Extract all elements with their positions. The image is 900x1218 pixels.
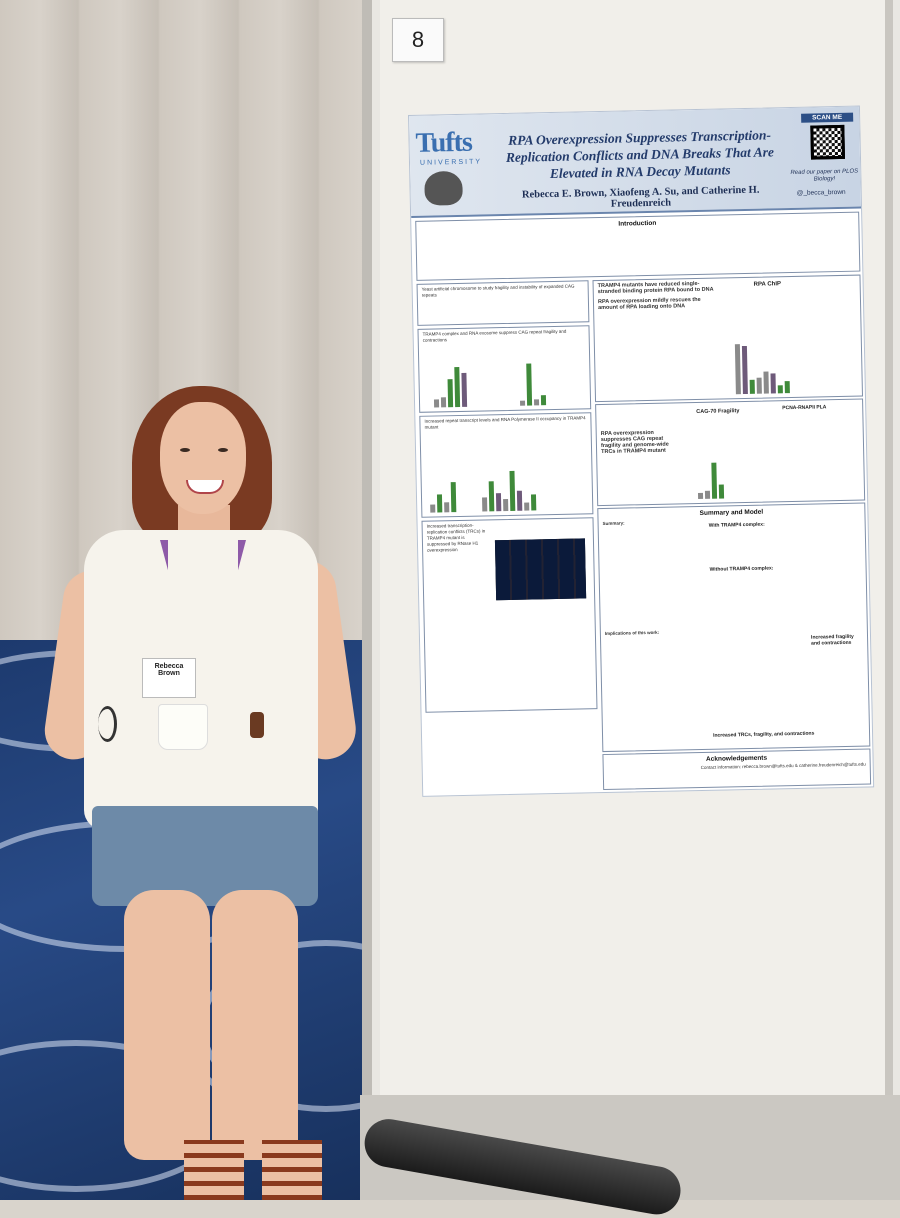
- left-eye: [180, 448, 190, 452]
- rpa-chip-section: TRAMP4 mutants have reduced single-stran…: [592, 274, 863, 403]
- name-badge: Rebecca Brown: [142, 658, 196, 698]
- wrist-watch: [250, 712, 264, 738]
- rpa-chip-bars: [734, 343, 790, 395]
- badge-name: Rebecca Brown: [154, 663, 184, 677]
- poster-header: Tufts UNIVERSITY RPA Overexpression Supp…: [409, 106, 862, 218]
- research-poster: Tufts UNIVERSITY RPA Overexpression Supp…: [408, 105, 875, 797]
- tramp-exosome-section: TRAMP4 complex and RNA exosome suppress …: [417, 325, 592, 413]
- yac-text: Yeast artificial chromosome to study fra…: [421, 283, 575, 298]
- right-leg: [212, 890, 298, 1160]
- summary-section: Summary and Model Summary: Implications …: [597, 502, 871, 753]
- elephant-mascot-icon: [424, 170, 463, 206]
- transcript-bars: [430, 482, 457, 513]
- yac-section: Yeast artificial chromosome to study fra…: [416, 280, 590, 326]
- right-sandal: [262, 1140, 322, 1200]
- poster-authors: Rebecca E. Brown, Xiaofeng A. Su, and Ca…: [521, 184, 760, 210]
- qr-code-icon: [810, 124, 846, 160]
- summary-heading: Summary and Model: [699, 508, 764, 517]
- rnapii-chip-bars: [481, 470, 537, 512]
- qr-block: SCAN ME: [801, 112, 854, 174]
- outcome-label: Increased fragility and contractions: [810, 633, 854, 647]
- rpa-frag-text: RPA overexpression suppresses CAG repeat…: [600, 429, 669, 456]
- coffee-mug: [158, 704, 208, 750]
- bracelet: [98, 706, 117, 742]
- trc-text: Increased transcription-replication conf…: [426, 522, 486, 553]
- transcript-text: Increased repeat transcript levels and R…: [424, 415, 586, 430]
- intro-heading: Introduction: [618, 219, 657, 228]
- implications-heading: Implications of this work:: [604, 629, 660, 636]
- microscopy-grid: [494, 538, 587, 601]
- rpa-chip-title: RPA ChIP: [753, 281, 782, 288]
- rpa-fragility-section: RPA overexpression suppresses CAG repeat…: [595, 398, 866, 507]
- bottom-outcome-label: Increased TRCs, fragility, and contracti…: [713, 730, 815, 739]
- summary-sub: Summary:: [602, 520, 625, 527]
- trc-section: Increased transcription-replication conf…: [421, 517, 598, 713]
- left-sandal: [184, 1140, 244, 1200]
- with-tramp-label: With TRAMP4 complex:: [708, 521, 765, 529]
- face: [160, 402, 246, 514]
- tufts-logo: Tufts: [415, 126, 473, 159]
- intro-section: Introduction: [415, 211, 861, 281]
- scan-note: Read our paper on PLOS Biology!: [790, 168, 859, 183]
- ack-section: Acknowledgements Contact information: re…: [602, 748, 872, 791]
- white-blouse: [84, 530, 318, 830]
- fragility-bars: [433, 366, 468, 408]
- left-leg: [124, 890, 210, 1160]
- scan-label: SCAN ME: [801, 112, 854, 123]
- pla-title: PCNA-RNAPII PLA: [782, 404, 827, 412]
- booth-number-card: 8: [392, 18, 444, 62]
- cag70-title: CAG-70 Fragility: [696, 408, 740, 416]
- twitter-handle: @_becca_brown: [796, 188, 846, 197]
- right-eye: [218, 448, 228, 452]
- tramp-exosome-text: TRAMP4 complex and RNA exosome suppress …: [422, 328, 567, 343]
- transcript-section: Increased repeat transcript levels and R…: [419, 412, 594, 518]
- rpa-chip-text2: RPA overexpression mildly rescues the am…: [597, 296, 701, 312]
- instability-bars: [519, 363, 547, 406]
- without-tramp-label: Without TRAMP4 complex:: [709, 565, 774, 573]
- denim-shorts: [92, 806, 318, 906]
- poster-title: RPA Overexpression Suppresses Transcript…: [505, 127, 775, 182]
- tufts-logo-sub: UNIVERSITY: [419, 158, 483, 167]
- cag70-bars: [697, 462, 725, 500]
